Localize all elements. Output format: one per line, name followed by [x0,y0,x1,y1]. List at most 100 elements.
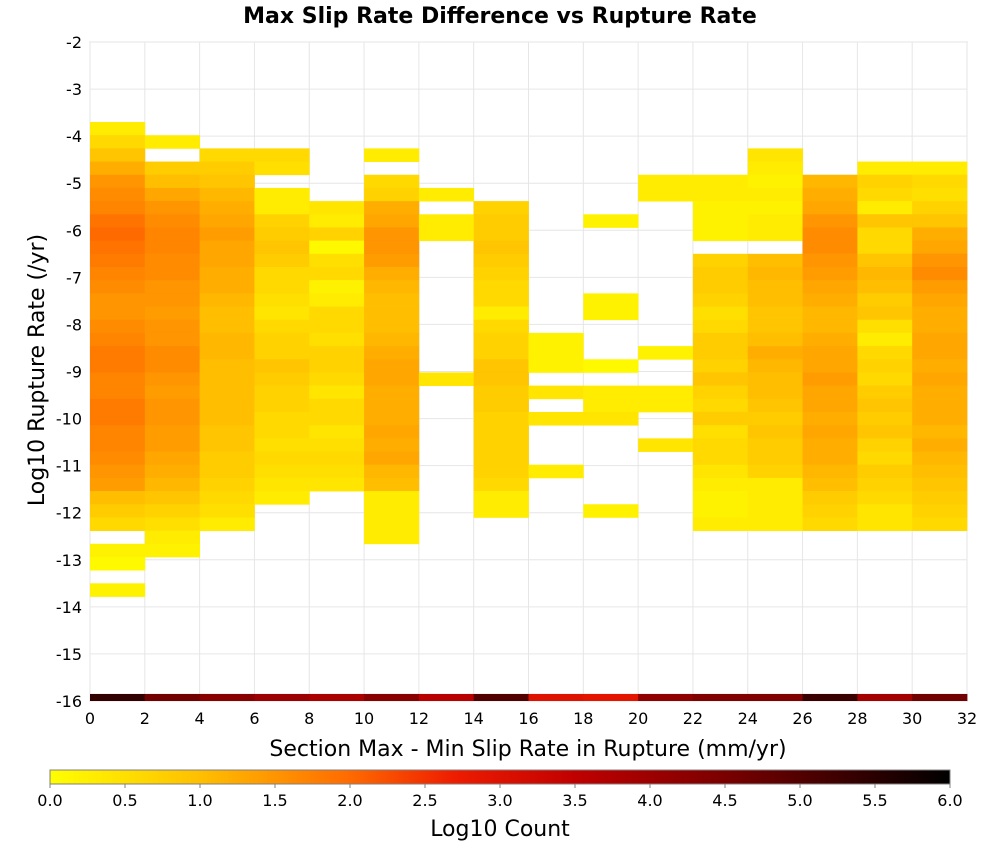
heatmap-cell [692,359,749,373]
heatmap-cell [254,240,310,255]
heatmap-cell [473,306,529,321]
x-axis-label: Section Max - Min Slip Rate in Rupture (… [269,737,786,762]
heatmap-cell [692,174,749,189]
x-tick-label: 12 [409,709,429,728]
heatmap-cell [473,398,529,413]
heatmap-cell [90,227,146,242]
heatmap-cell [309,201,365,215]
heatmap-cell [857,332,913,347]
heatmap-cell [583,385,639,400]
heatmap-cell [802,267,858,281]
colorbar-tick-label: 2.0 [337,791,362,810]
y-axis-label: Log10 Rupture Rate (/yr) [25,234,50,506]
heatmap-cell [254,398,310,413]
heatmap-cell [857,201,913,215]
heatmap-cell [473,253,529,268]
heatmap-cell [90,174,146,189]
y-tick-label: -14 [56,598,82,617]
heatmap-cell [144,517,201,532]
heatmap-cell [90,267,146,281]
heatmap-cell [90,411,146,426]
heatmap-cell [473,491,529,505]
colorbar-tick-label: 4.0 [637,791,662,810]
heatmap-cell [802,451,858,466]
heatmap-cell [144,267,201,281]
heatmap-cell [638,187,694,202]
heatmap-cell [144,346,201,360]
heatmap-cell [144,201,201,215]
heatmap-cell [473,267,529,281]
heatmap-cell [364,148,420,162]
colorbar-tick-label: 5.5 [862,791,887,810]
heatmap-cell [692,214,749,228]
heatmap-cell [254,451,310,466]
heatmap-cell [144,530,201,545]
heatmap-cell [90,504,146,518]
heatmap-cell [912,319,968,334]
heatmap-cell [144,477,201,492]
heatmap-cell [364,451,420,466]
heatmap-cell [692,319,749,334]
heatmap-cell [309,425,365,439]
heatmap-cell [802,253,858,268]
heatmap-cell [90,556,146,571]
heatmap-cell [199,425,255,439]
heatmap-cell [254,161,310,176]
heatmap-cell [692,201,749,215]
heatmap-cell [747,425,803,439]
heatmap-cell [857,346,913,360]
heatmap-cell [254,293,310,307]
heatmap-cell [638,398,694,413]
heatmap-cell [144,359,201,373]
heatmap-cell [473,214,529,228]
heatmap-cell [912,214,968,228]
heatmap-cell [802,227,858,242]
baseline-cell [90,693,146,701]
heatmap-cell [254,187,310,202]
heatmap-cell [912,517,968,532]
heatmap-cell [857,451,913,466]
heatmap-cell [747,491,803,505]
heatmap-cell [692,477,749,492]
heatmap-cell [144,240,201,255]
heatmap-cell [254,332,310,347]
heatmap-cell [144,372,201,387]
y-tick-label: -5 [66,174,82,193]
colorbar-tick-label: 6.0 [937,791,962,810]
heatmap-cell [747,161,803,176]
y-tick-label: -6 [66,221,82,240]
heatmap-cell [473,201,529,215]
heatmap-cell [912,438,968,452]
heatmap-cell [802,464,858,479]
y-tick-label: -3 [66,80,82,99]
colorbar-tick-label: 2.5 [412,791,437,810]
heatmap-cell [309,372,365,387]
heatmap-cell [364,201,420,215]
heatmap-cell [747,227,803,242]
heatmap-cell [857,267,913,281]
y-tick-label: -7 [66,268,82,287]
heatmap-cell [309,451,365,466]
heatmap-cell [692,346,749,360]
heatmap-cell [254,425,310,439]
heatmap-cell [747,214,803,228]
heatmap-cell [90,346,146,360]
heatmap-cell [473,464,529,479]
heatmap-cell [364,332,420,347]
heatmap-cell [747,517,803,532]
heatmap-cell [692,464,749,479]
heatmap-cell [364,187,420,202]
heatmap-cell [692,398,749,413]
heatmap-cell [692,504,749,518]
heatmap-cell [254,319,310,334]
heatmap-cell [144,319,201,334]
heatmap-cell [802,385,858,400]
heatmap-cell [199,385,255,400]
heatmap-cell [254,385,310,400]
heatmap-cell [199,148,255,162]
baseline-cell [418,693,475,701]
heatmap-cell [528,411,584,426]
heatmap-cell [528,346,584,360]
heatmap-cell [254,438,310,452]
heatmap-cell [473,332,529,347]
